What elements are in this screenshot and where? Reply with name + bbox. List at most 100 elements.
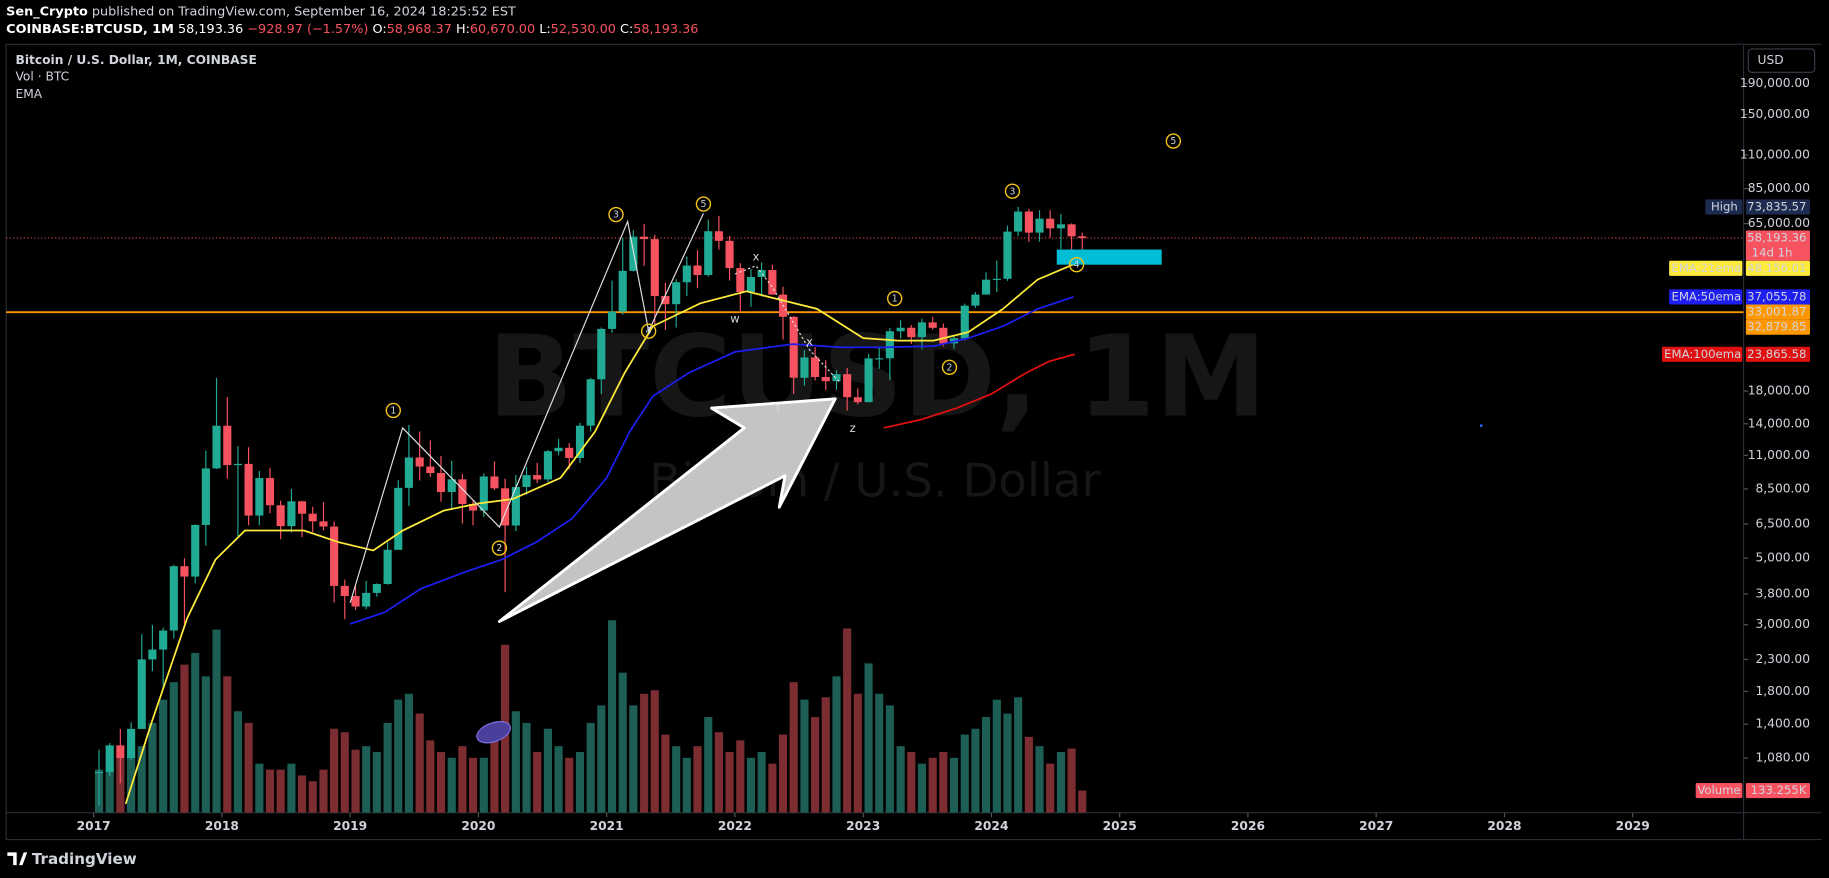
- legend-ema[interactable]: EMA: [16, 87, 43, 101]
- y-tick-label: 1,080.00: [1756, 750, 1810, 764]
- logo: TradingView: [7, 850, 137, 868]
- volume-bar: [1078, 790, 1087, 813]
- candle-body: [127, 728, 136, 758]
- volume-bar: [490, 734, 499, 813]
- candle-body: [543, 451, 552, 480]
- candle-body: [875, 358, 884, 360]
- logo-mark: [7, 852, 28, 866]
- candle-body: [554, 447, 563, 452]
- volume-bar: [116, 757, 125, 813]
- y-tick-label: 8,500.00: [1756, 481, 1810, 495]
- x-tick-label: 2028: [1487, 819, 1521, 833]
- volume-bar: [1003, 713, 1012, 813]
- wave-label: z: [850, 421, 856, 435]
- candle-body: [832, 374, 841, 382]
- price-badge: [1745, 230, 1810, 261]
- volume-bar: [607, 620, 617, 813]
- volume-bar: [404, 693, 413, 813]
- volume-bar: [351, 749, 360, 813]
- legend-volume[interactable]: Vol · BTC: [16, 69, 70, 83]
- volume-bar: [511, 711, 520, 813]
- y-tick-label: 1,400.00: [1756, 717, 1810, 731]
- price-badge-value: 32,879.85: [1747, 320, 1806, 334]
- volume-bar: [843, 628, 852, 813]
- candle-body: [180, 566, 189, 577]
- ohlc-value: 60,670.00: [470, 22, 535, 37]
- volume-bar: [319, 769, 328, 813]
- watermark-symbol: BTCUSD, 1M: [488, 313, 1267, 443]
- candle-body: [811, 357, 820, 377]
- volume-bar: [971, 728, 980, 813]
- volume-bar: [928, 757, 937, 813]
- candle-body: [597, 328, 606, 380]
- candle-body: [704, 231, 713, 276]
- candle-body: [201, 468, 210, 525]
- candle-body: [340, 585, 349, 596]
- change: −928.97 (−1.57%): [247, 22, 368, 37]
- volume-bar: [757, 751, 766, 813]
- candle-body: [415, 457, 424, 467]
- volume-bar: [522, 722, 531, 813]
- candle-body: [148, 649, 157, 660]
- candle-body: [981, 279, 991, 295]
- volume-bar: [629, 705, 638, 813]
- currency[interactable]: USD: [1758, 53, 1784, 67]
- candle-body: [255, 478, 264, 516]
- price-badge: [1745, 199, 1810, 215]
- publisher: Sen_Crypto: [6, 4, 88, 19]
- target-box: [1056, 249, 1162, 265]
- candle-body: [383, 549, 392, 585]
- volume-bar: [298, 775, 307, 813]
- name-badge-label: High: [1711, 199, 1738, 213]
- candle-body: [661, 296, 670, 305]
- candle-body: [843, 374, 852, 398]
- y-tick-label: 11,000.00: [1748, 448, 1810, 462]
- plot-area: [6, 206, 1744, 813]
- price-badge-sub: 14d 1h: [1752, 246, 1793, 260]
- candle-body: [330, 526, 339, 586]
- volume-bar: [811, 717, 820, 813]
- volume-bar: [244, 722, 253, 813]
- wave-circle: [695, 196, 712, 212]
- volume-bar: [1046, 763, 1055, 813]
- wave-label: x: [806, 335, 813, 349]
- price-badge-value: 58,193.36: [1747, 231, 1806, 245]
- x-tick-label: 2025: [1103, 819, 1137, 833]
- candle-body: [971, 294, 980, 306]
- dot: [1479, 424, 1483, 427]
- candle-body: [885, 331, 894, 359]
- highlight-ellipse: [476, 721, 511, 744]
- volume-bar: [714, 732, 723, 813]
- wave-circle: [941, 359, 958, 375]
- candle-body: [436, 473, 446, 493]
- wave-label: Y: [774, 401, 783, 415]
- legend-title[interactable]: Bitcoin / U.S. Dollar, 1M, COINBASE: [16, 53, 257, 67]
- volume-bar: [875, 693, 884, 813]
- candle-body: [789, 316, 798, 378]
- price-badge-value: 33,001.87: [1747, 305, 1806, 319]
- wave-circle: [1165, 133, 1182, 149]
- volume-bar: [105, 769, 114, 813]
- candle-body: [800, 357, 809, 378]
- y-tick-label: 110,000.00: [1740, 147, 1810, 161]
- x-tick-label: 2022: [718, 819, 752, 833]
- wave-label: w: [730, 311, 740, 325]
- volume-bar: [1024, 736, 1033, 813]
- wave-label: 4: [646, 326, 652, 337]
- currency-box[interactable]: [1747, 48, 1816, 73]
- candle-body: [768, 270, 777, 295]
- volume-bar: [693, 746, 702, 813]
- wave-label: 3: [613, 210, 619, 221]
- candle-body: [233, 463, 243, 466]
- x-tick-label: 2029: [1616, 819, 1650, 833]
- volume-bar: [789, 682, 798, 813]
- volume-bar: [479, 757, 488, 813]
- volume-bar: [672, 746, 681, 813]
- x-tick-label: 2023: [846, 819, 880, 833]
- header-line: Sen_Crypto published on TradingView.com,…: [6, 4, 516, 19]
- candle-body: [511, 486, 520, 526]
- candle-body: [864, 358, 873, 403]
- wave-label: 2: [496, 543, 502, 554]
